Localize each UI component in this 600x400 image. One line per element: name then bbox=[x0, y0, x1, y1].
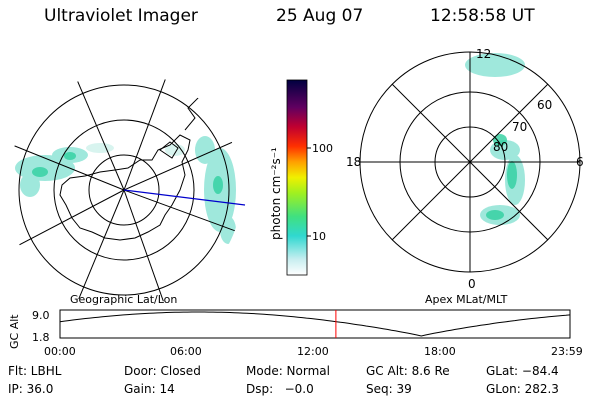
instrument-title: Ultraviolet Imager bbox=[44, 6, 198, 26]
mlt-label-12: 12 bbox=[476, 47, 491, 61]
mlt-label-18: 18 bbox=[346, 155, 361, 169]
time-tick-1200: 12:00 bbox=[297, 345, 329, 358]
altitude-curve bbox=[59, 311, 571, 337]
altitude-ytick-bottom: 1.8 bbox=[32, 331, 50, 344]
altitude-ylabel: GC Alt bbox=[8, 314, 21, 349]
status-filter: Flt: LBHL bbox=[8, 364, 62, 378]
geo-aurora-blobs bbox=[15, 136, 236, 244]
colorbar: 100 10 photon cm⁻²s⁻¹ bbox=[269, 79, 333, 276]
status-door: Door: Closed bbox=[124, 364, 201, 378]
mlat-label-60: 60 bbox=[537, 98, 552, 112]
mlat-label-70: 70 bbox=[512, 120, 527, 134]
status-gc-alt: GC Alt: 8.6 Re bbox=[366, 364, 450, 378]
mlat-aurora-blobs bbox=[465, 53, 525, 225]
mlat-label-80: 80 bbox=[493, 140, 508, 154]
mlt-label-0: 0 bbox=[468, 277, 476, 291]
status-glon: GLon: 282.3 bbox=[486, 382, 559, 396]
magnetic-polar-map: 12 18 6 0 60 70 80 bbox=[346, 47, 584, 291]
time-tick-0000: 00:00 bbox=[44, 345, 76, 358]
status-dsp: Dsp: −0.0 bbox=[246, 382, 314, 396]
time-tick-2359: 23:59 bbox=[551, 345, 583, 358]
altitude-ytick-top: 9.0 bbox=[32, 309, 50, 322]
status-mode: Mode: Normal bbox=[246, 364, 330, 378]
date-label: 25 Aug 07 bbox=[276, 6, 364, 26]
geographic-caption: Geographic Lat/Lon bbox=[70, 293, 178, 306]
altitude-plot bbox=[59, 309, 571, 339]
status-glat: GLat: −84.4 bbox=[486, 364, 559, 378]
apex-caption: Apex MLat/MLT bbox=[425, 293, 508, 306]
time-label: 12:58:58 UT bbox=[430, 6, 535, 26]
colorbar-tick-10: 10 bbox=[312, 230, 326, 243]
status-ip: IP: 36.0 bbox=[8, 382, 54, 396]
status-gain: Gain: 14 bbox=[124, 382, 175, 396]
altitude-plot-frame bbox=[59, 309, 571, 339]
mlt-label-6: 6 bbox=[576, 155, 584, 169]
colorbar-unit-label: photon cm⁻²s⁻¹ bbox=[269, 147, 283, 240]
time-tick-1800: 18:00 bbox=[424, 345, 456, 358]
geographic-map bbox=[6, 72, 246, 308]
status-seq: Seq: 39 bbox=[366, 382, 412, 396]
colorbar-tick-100: 100 bbox=[312, 142, 333, 155]
time-tick-0600: 06:00 bbox=[170, 345, 202, 358]
